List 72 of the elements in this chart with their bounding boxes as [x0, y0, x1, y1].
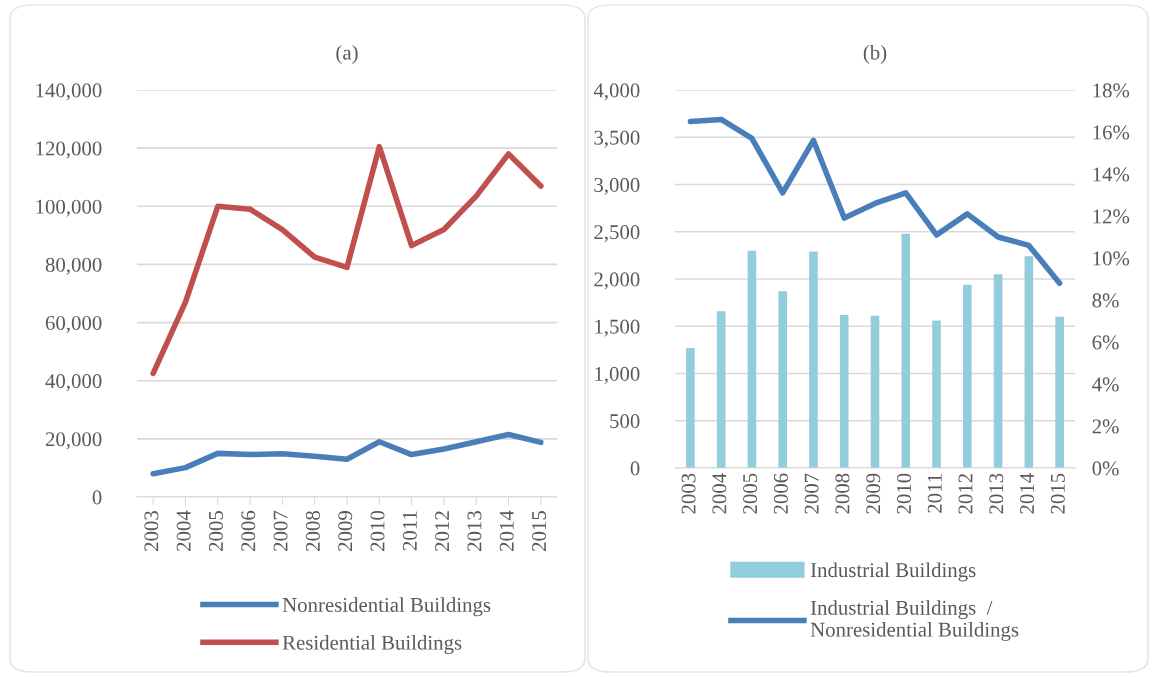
y2-tick-label: 16% — [1093, 125, 1130, 140]
y2-tick-label: 0% — [1092, 461, 1119, 476]
x-tick-label: 2003 — [144, 511, 159, 551]
bar — [809, 251, 818, 468]
x-tick-label: 2015 — [1050, 473, 1065, 514]
y2-tick-label: 14% — [1093, 167, 1130, 182]
x-tick-label: 2007 — [273, 510, 288, 551]
y-tick-label: 4,000 — [593, 83, 640, 101]
y-tick-label: 1,000 — [595, 366, 640, 384]
bar — [839, 314, 849, 468]
x-tick-label: 2014 — [1020, 473, 1035, 514]
y-tick-label: 120,000 — [36, 141, 102, 159]
y-tick-label: 40,000 — [45, 374, 102, 392]
x-tick-label: 2007 — [804, 473, 819, 514]
legend-label: Nonresidential Buildings — [282, 597, 491, 617]
x-tick-label: 2006 — [241, 510, 256, 551]
x-tick-label: 2006 — [773, 473, 788, 514]
x-tick-label: 2005 — [743, 473, 758, 514]
legend-label: Industrial Buildings — [810, 562, 976, 582]
y2-tick-label: 6% — [1092, 335, 1119, 350]
x-tick-label: 2005 — [208, 511, 223, 551]
y2-tick-label: 12% — [1093, 209, 1130, 224]
y2-tick-label: 2% — [1092, 419, 1119, 434]
x-tick-label: 2010 — [370, 510, 385, 551]
bar — [778, 291, 787, 468]
y2-tick-label: 4% — [1092, 377, 1119, 392]
y-tick-label: 140,000 — [36, 83, 102, 101]
bar — [1055, 316, 1064, 468]
bar — [716, 311, 726, 468]
x-tick-label: 2013 — [467, 511, 482, 551]
bar — [901, 233, 911, 468]
x-tick-label: 2009 — [866, 473, 881, 514]
y-tick-label: 20,000 — [45, 432, 102, 450]
y-tick-label: 2,000 — [594, 272, 640, 290]
bar — [747, 250, 757, 468]
y-tick-label: 100,000 — [36, 199, 102, 217]
x-tick-label: 2011 — [927, 474, 942, 513]
x-tick-label: 2012 — [958, 474, 973, 514]
y-tick-label: 80,000 — [45, 257, 102, 275]
bar — [870, 315, 880, 468]
chart-title: (b) — [863, 44, 887, 64]
y-tick-label: 500 — [610, 414, 640, 429]
y-tick-label: 60,000 — [45, 315, 102, 333]
bar — [963, 284, 972, 468]
bar — [932, 320, 941, 468]
y2-tick-label: 10% — [1093, 251, 1130, 266]
y-tick-label: 0 — [630, 461, 640, 476]
x-tick-label: 2012 — [435, 511, 450, 551]
bar — [993, 274, 1003, 468]
legend-label: Residential Buildings — [282, 635, 462, 655]
legend-label: Industrial Buildings / Nonresidential Buildings — [810, 600, 1019, 641]
y-tick-label: 3,000 — [594, 177, 640, 195]
x-tick-label: 2008 — [835, 473, 850, 514]
y2-tick-label: 18% — [1093, 83, 1130, 98]
x-tick-label: 2015 — [532, 511, 547, 551]
y-tick-label: 1,500 — [595, 319, 640, 337]
x-tick-label: 2004 — [176, 510, 191, 551]
chart-title: (a) — [336, 44, 358, 64]
y-tick-label: 2,500 — [594, 225, 640, 243]
x-tick-label: 2004 — [712, 473, 727, 514]
x-tick-label: 2013 — [989, 473, 1004, 514]
y-tick-label: 3,500 — [594, 130, 640, 148]
x-tick-label: 2009 — [338, 511, 353, 551]
bar — [1024, 256, 1034, 468]
x-tick-label: 2003 — [681, 473, 696, 514]
x-tick-label: 2011 — [402, 511, 417, 551]
y2-tick-label: 8% — [1092, 293, 1119, 308]
y-tick-label: 0 — [92, 490, 102, 505]
x-tick-label: 2010 — [896, 473, 911, 514]
x-tick-label: 2008 — [305, 510, 320, 551]
bar — [686, 347, 695, 468]
x-tick-label: 2014 — [499, 510, 514, 551]
